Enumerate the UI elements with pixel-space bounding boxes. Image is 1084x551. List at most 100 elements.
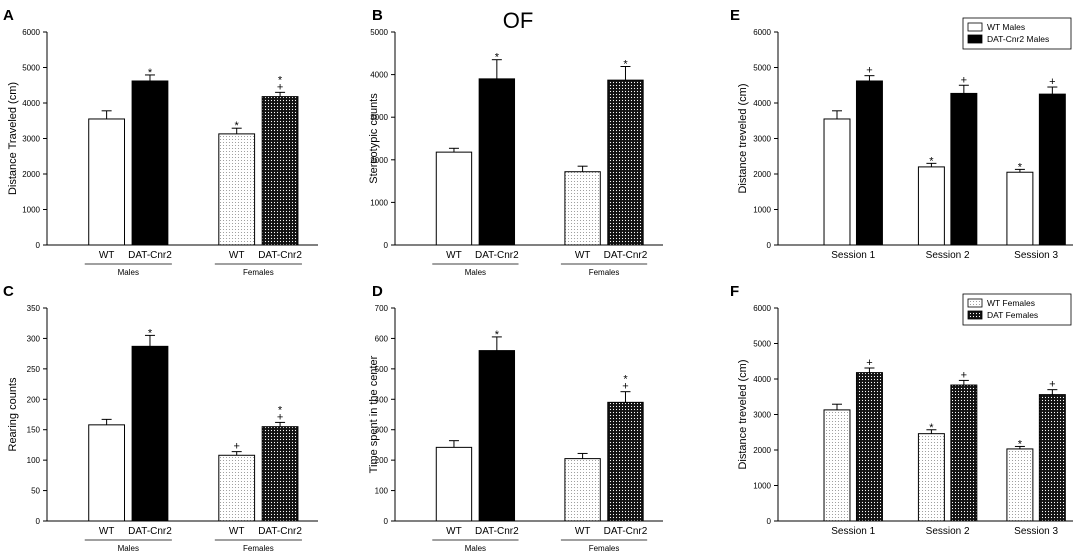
significance-mark: +: [277, 81, 283, 93]
significance-mark: +: [961, 369, 967, 381]
y-tick-label: 1000: [753, 206, 771, 215]
y-tick-label: 0: [767, 517, 772, 526]
group-label: Females: [589, 268, 620, 277]
panel-letter: D: [372, 283, 383, 300]
category-label: WT: [575, 526, 591, 537]
bar: [564, 171, 601, 246]
y-tick-label: 0: [384, 517, 389, 526]
category-label: WT: [99, 250, 115, 261]
y-tick-label: 2000: [22, 170, 40, 179]
bar: [435, 446, 473, 522]
panel-b: B 0 1000 2000 3000 4000 5000 Stereotypic counts…: [368, 7, 663, 277]
category-label: WT: [229, 250, 245, 261]
bar: [1006, 448, 1034, 522]
category-label: DAT-Cnr2: [258, 526, 302, 537]
figure-title: OF: [503, 8, 534, 33]
significance-mark: *: [495, 329, 500, 341]
legend-label: WT Females: [987, 298, 1035, 308]
y-tick-label: 6000: [753, 304, 771, 313]
y-tick-label: 200: [27, 395, 41, 404]
y-tick-label: 1000: [753, 482, 771, 491]
category-label: WT: [99, 526, 115, 537]
bar: [1038, 93, 1066, 246]
bar: [261, 96, 299, 246]
bar: [218, 133, 256, 246]
y-tick-label: 0: [767, 241, 772, 250]
bar: [607, 79, 644, 246]
y-tick-label: 300: [27, 334, 41, 343]
y-tick-label: 3000: [370, 113, 388, 122]
y-tick-label: 4000: [753, 99, 771, 108]
panel-letter: A: [3, 7, 14, 24]
y-tick-label: 150: [27, 426, 41, 435]
y-tick-label: 6000: [22, 28, 40, 37]
y-axis-label: Rearing counts: [7, 377, 19, 451]
y-tick-label: 100: [27, 456, 41, 465]
y-tick-label: 350: [27, 304, 41, 313]
y-tick-label: 4000: [370, 71, 388, 80]
category-label: WT: [446, 526, 462, 537]
category-label: DAT-Cnr2: [128, 526, 172, 537]
panel-d: D 0 100 200 300 400 500 600 700 Time spent in the…: [368, 283, 663, 551]
significance-mark: +: [1049, 76, 1055, 88]
significance-mark: *: [623, 374, 628, 386]
y-tick-label: 5000: [753, 340, 771, 349]
y-tick-label: 2000: [753, 446, 771, 455]
bar: [218, 454, 256, 522]
bar: [564, 458, 601, 522]
bar: [478, 350, 516, 522]
bar: [855, 372, 883, 522]
y-tick-label: 3000: [753, 411, 771, 420]
y-tick-label: 6000: [753, 28, 771, 37]
significance-mark: +: [1049, 379, 1055, 391]
panel-a: A 0 1000 2000 3000 4000 5000 6000 Distance Trave…: [3, 7, 318, 277]
session-label: Session 1: [831, 250, 875, 261]
significance-mark: *: [235, 120, 240, 132]
y-tick-label: 5000: [370, 28, 388, 37]
significance-mark: *: [148, 327, 153, 339]
bar: [950, 384, 978, 522]
group-label: Males: [465, 268, 486, 277]
bar: [435, 151, 473, 246]
significance-mark: +: [277, 411, 283, 423]
y-axis-label: Distance treveled (cm): [737, 83, 749, 193]
group-label: Males: [118, 544, 139, 551]
y-axis-label: Distance Traveled (cm): [7, 82, 19, 195]
bar: [823, 409, 851, 522]
group-label: Females: [243, 268, 274, 277]
significance-mark: +: [233, 441, 239, 453]
y-tick-label: 4000: [753, 375, 771, 384]
legend-label: DAT Females: [987, 310, 1038, 320]
category-label: WT: [575, 250, 591, 261]
significance-mark: *: [929, 422, 934, 434]
legend-swatch: [967, 298, 983, 308]
session-label: Session 3: [1014, 526, 1058, 537]
y-tick-label: 5000: [22, 64, 40, 73]
significance-mark: +: [961, 74, 967, 86]
session-label: Session 3: [1014, 250, 1058, 261]
category-label: DAT-Cnr2: [604, 526, 648, 537]
y-tick-label: 700: [375, 304, 389, 313]
significance-mark: *: [929, 155, 934, 167]
y-tick-label: 50: [31, 487, 40, 496]
panel-e: E 0 1000 2000 3000 4000 5000 6000 Distance treve…: [730, 7, 1073, 261]
group-label: Females: [243, 544, 274, 551]
y-tick-label: 200: [375, 456, 389, 465]
legend-label: WT Males: [987, 22, 1025, 32]
y-tick-label: 5000: [753, 64, 771, 73]
category-label: WT: [229, 526, 245, 537]
y-axis-label: Time spent in the center: [368, 355, 380, 473]
y-tick-label: 2000: [370, 156, 388, 165]
y-tick-label: 4000: [22, 99, 40, 108]
category-label: DAT-Cnr2: [128, 250, 172, 261]
panel-letter: B: [372, 7, 383, 24]
bar: [131, 80, 169, 246]
y-tick-label: 0: [384, 241, 389, 250]
bar: [823, 118, 851, 246]
panel-f: F 0 1000 2000 3000 4000 5000 6000 Distance treve…: [730, 283, 1073, 537]
y-axis-label: Distance treveled (cm): [737, 359, 749, 469]
bar: [478, 78, 516, 246]
y-tick-label: 3000: [22, 135, 40, 144]
y-tick-label: 500: [375, 365, 389, 374]
